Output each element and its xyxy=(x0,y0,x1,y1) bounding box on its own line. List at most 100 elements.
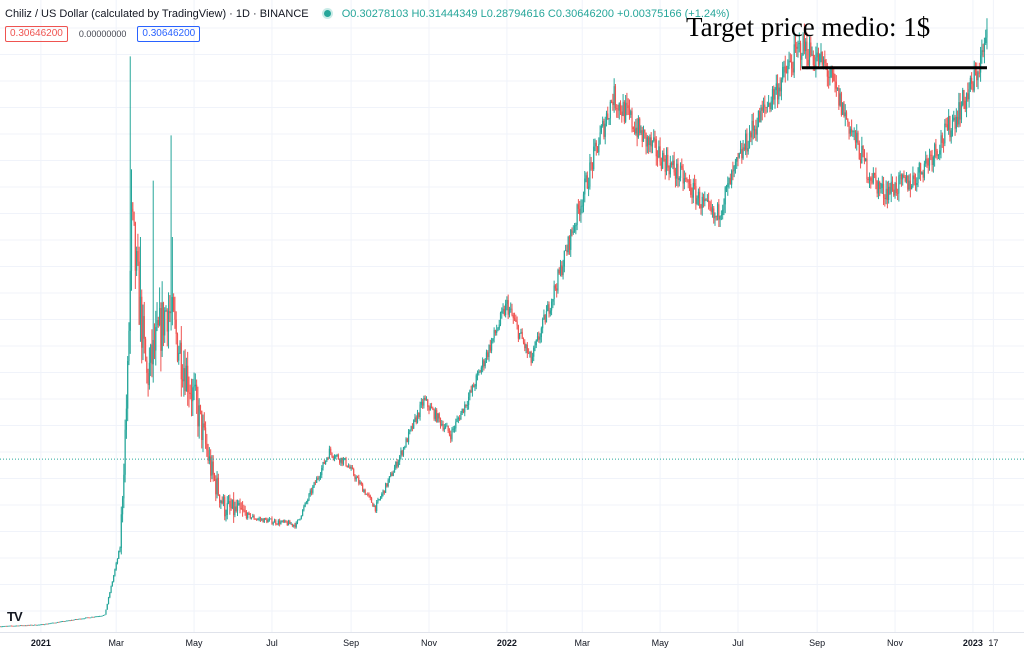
candle xyxy=(589,153,591,190)
candle-body xyxy=(190,394,193,402)
candle-body xyxy=(764,104,766,108)
candle-body xyxy=(397,461,399,467)
candle xyxy=(416,409,419,424)
candle-body xyxy=(296,520,299,523)
candle xyxy=(335,454,337,460)
candle xyxy=(169,295,171,323)
candle-body xyxy=(880,187,882,189)
candle-body xyxy=(565,250,567,252)
candle xyxy=(618,102,620,120)
candle xyxy=(279,518,281,527)
candle xyxy=(838,85,840,110)
candle-body xyxy=(420,401,422,405)
candle xyxy=(349,464,351,469)
candle-body xyxy=(337,454,339,460)
candle-body xyxy=(224,496,226,517)
candle-body xyxy=(482,360,484,368)
candle xyxy=(93,616,96,618)
candle xyxy=(13,625,15,627)
candle xyxy=(792,61,794,76)
candle xyxy=(937,154,940,160)
candle xyxy=(771,86,774,110)
candle xyxy=(69,620,71,622)
candle-body xyxy=(505,303,507,315)
candle xyxy=(178,345,180,365)
candle-body xyxy=(37,624,39,626)
time-axis[interactable]: 2021 Mar May Jul Sep Nov 2022 Mar May Jul Sep Nov 20… xyxy=(0,632,1024,655)
candle-body xyxy=(932,157,934,165)
candle xyxy=(1,626,4,628)
spread-value: 0.00000000 xyxy=(78,29,127,39)
candle xyxy=(170,135,172,331)
candle-body xyxy=(561,265,563,276)
candle xyxy=(258,516,260,522)
candle-body xyxy=(425,399,428,401)
candle-body xyxy=(810,42,812,56)
candle xyxy=(354,474,356,482)
candle-body xyxy=(250,517,253,519)
candle xyxy=(820,43,822,63)
candle xyxy=(247,512,249,520)
candle xyxy=(515,314,517,323)
candle xyxy=(17,625,19,627)
candle xyxy=(779,77,781,97)
candle xyxy=(764,95,766,118)
candle xyxy=(88,617,90,619)
candle xyxy=(516,316,518,330)
candle xyxy=(621,105,623,123)
candle-body xyxy=(902,174,904,180)
candle xyxy=(383,490,385,495)
candle xyxy=(948,109,950,135)
candle xyxy=(187,351,189,406)
candle-body xyxy=(174,310,176,320)
candle-body xyxy=(963,89,965,101)
candle xyxy=(759,107,761,123)
candle xyxy=(635,118,637,136)
time-tick-label: 17 xyxy=(988,638,999,648)
candle-body xyxy=(302,509,304,516)
candle-body xyxy=(977,72,979,81)
candle-body xyxy=(539,337,541,340)
buy-price-button[interactable]: 0.30646200 xyxy=(137,26,201,42)
candle-body xyxy=(793,44,795,73)
candle-body xyxy=(630,111,632,115)
candle xyxy=(891,176,894,192)
candle xyxy=(134,221,136,289)
candle-body xyxy=(483,360,485,367)
candle xyxy=(127,356,129,422)
candle-body xyxy=(515,319,517,322)
candle xyxy=(55,622,57,624)
candle-body xyxy=(326,458,328,461)
tradingview-logo-icon[interactable]: TV xyxy=(7,609,23,624)
candle xyxy=(203,412,205,431)
candle xyxy=(304,502,306,508)
candle-body xyxy=(944,123,946,144)
candle-body xyxy=(948,116,950,131)
candle xyxy=(884,194,886,207)
candle xyxy=(353,467,355,477)
candle xyxy=(181,364,184,388)
candle xyxy=(95,616,97,618)
candle xyxy=(550,298,553,316)
candle-body xyxy=(86,617,88,619)
sell-price-button[interactable]: 0.30646200 xyxy=(5,26,68,42)
candle-body xyxy=(443,427,445,430)
candle xyxy=(438,412,440,423)
candle xyxy=(327,456,329,461)
candle-body xyxy=(705,199,707,201)
candle-body xyxy=(58,622,60,623)
candle xyxy=(171,237,173,326)
candle-body xyxy=(405,438,407,448)
candle xyxy=(303,504,305,512)
candle xyxy=(342,457,345,466)
candle-body xyxy=(622,102,624,116)
candle-body xyxy=(437,413,439,422)
candle xyxy=(972,81,974,93)
candle xyxy=(953,110,955,122)
candle xyxy=(571,227,573,237)
candle-body xyxy=(171,297,173,312)
candle-body xyxy=(723,204,725,210)
symbol-title[interactable]: Chiliz / US Dollar (calculated by Tradin… xyxy=(5,8,309,20)
candle-body xyxy=(303,506,305,510)
